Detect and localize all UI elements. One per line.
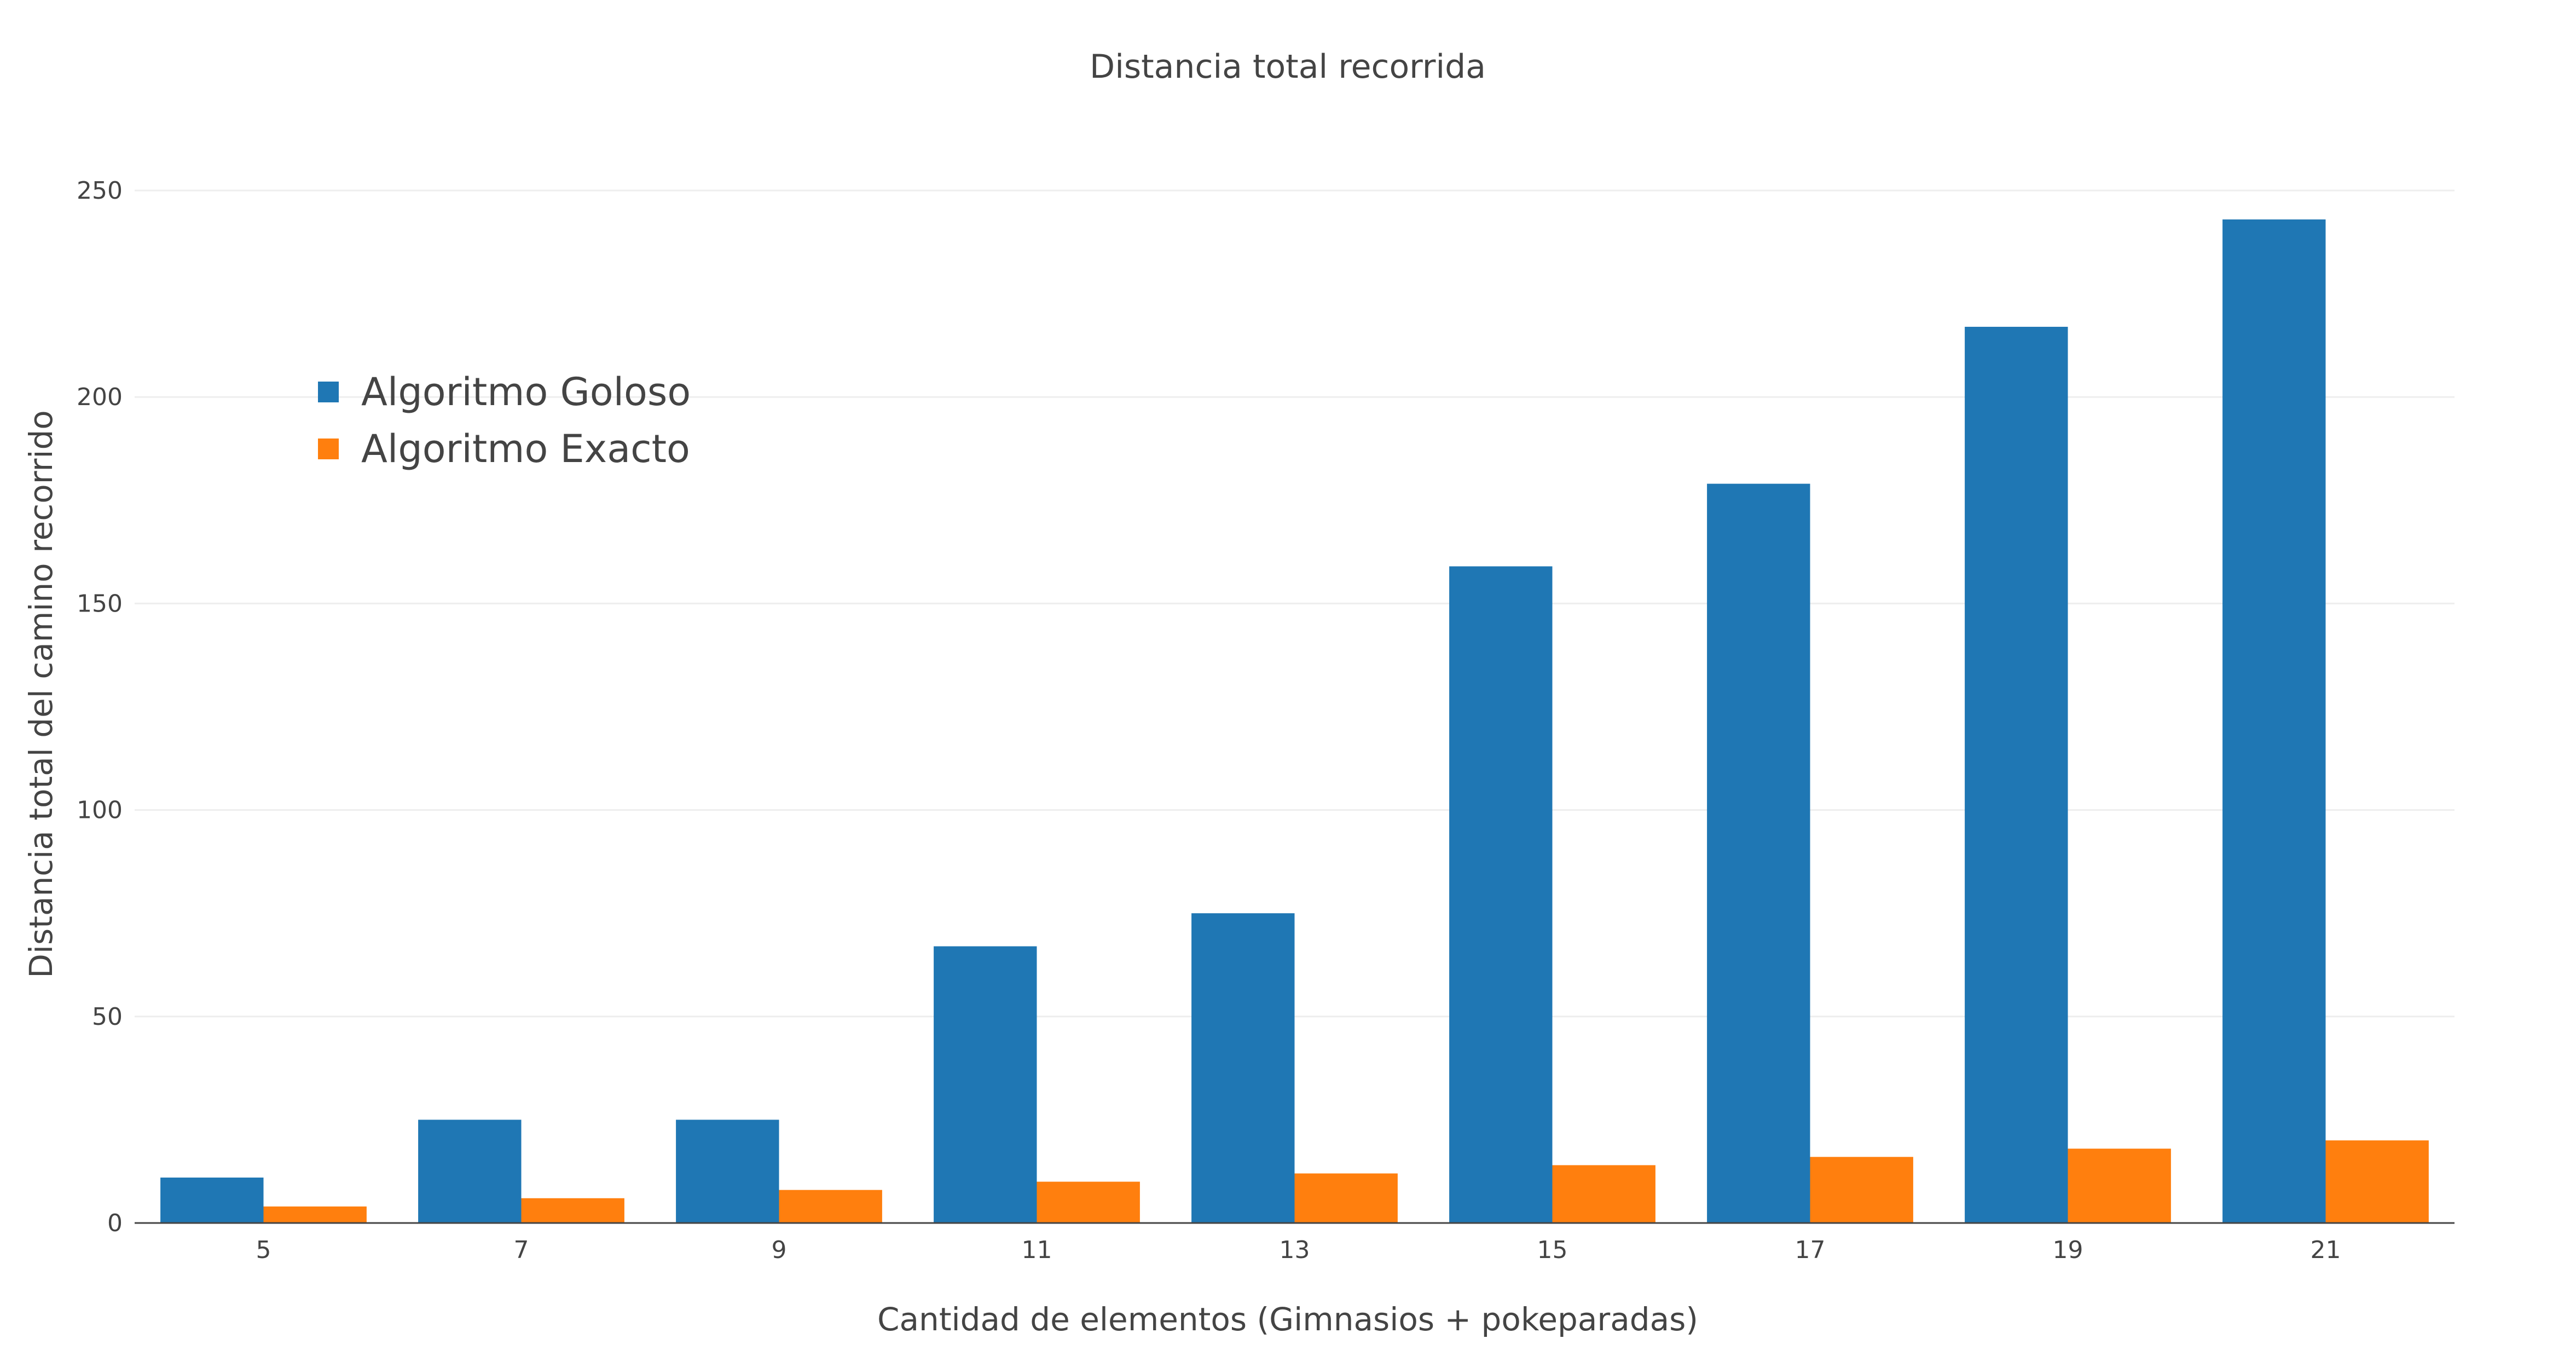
legend-label-goloso: Algoritmo Goloso	[361, 370, 691, 414]
bar-goloso-17	[1707, 483, 1810, 1223]
bar-exacto-13	[1294, 1173, 1398, 1223]
bar-exacto-21	[2325, 1140, 2429, 1223]
y-tick-label: 100	[77, 797, 123, 824]
bar-goloso-19	[1965, 326, 2068, 1223]
legend-swatch-goloso	[318, 382, 339, 402]
x-tick-labels: 5 7 9 11 13 15 17 19 21	[256, 1236, 2341, 1264]
gridlines	[135, 189, 2455, 1018]
bar-goloso-15	[1449, 566, 1553, 1223]
legend: Algoritmo Goloso Algoritmo Exacto	[318, 370, 691, 471]
x-tick-label: 17	[1795, 1236, 1826, 1264]
y-tick-labels: 0 50 100 150 200 250	[77, 177, 123, 1237]
x-tick-label: 13	[1280, 1236, 1310, 1264]
bar-goloso-5	[160, 1178, 264, 1223]
y-tick-label: 150	[77, 590, 123, 618]
bar-goloso-9	[676, 1120, 779, 1223]
bar-exacto-7	[521, 1198, 624, 1223]
x-tick-label: 21	[2311, 1236, 2341, 1264]
chart-title: Distancia total recorrida	[1090, 48, 1486, 86]
x-tick-label: 7	[514, 1236, 529, 1264]
y-tick-label: 50	[92, 1003, 123, 1031]
bar-exacto-19	[2068, 1149, 2171, 1223]
y-tick-label: 200	[77, 383, 123, 411]
x-tick-label: 9	[772, 1236, 787, 1264]
bar-goloso-11	[934, 946, 1037, 1223]
y-tick-label: 250	[77, 177, 123, 205]
bar-goloso-7	[418, 1120, 522, 1223]
x-tick-label: 19	[2053, 1236, 2083, 1264]
bar-exacto-11	[1037, 1181, 1140, 1223]
y-axis-title: Distancia total del camino recorrido	[22, 410, 60, 978]
bar-exacto-17	[1810, 1157, 1913, 1223]
bars	[160, 219, 2429, 1224]
x-tick-label: 5	[256, 1236, 271, 1264]
bar-exacto-5	[263, 1206, 367, 1223]
legend-swatch-exacto	[318, 439, 339, 459]
y-tick-label: 0	[107, 1209, 123, 1237]
x-tick-label: 11	[1022, 1236, 1052, 1264]
bar-goloso-21	[2222, 219, 2326, 1224]
bar-goloso-13	[1191, 913, 1295, 1223]
x-tick-label: 15	[1537, 1236, 1568, 1264]
bar-exacto-9	[779, 1190, 882, 1223]
legend-label-exacto: Algoritmo Exacto	[361, 426, 690, 471]
x-axis-title: Cantidad de elementos (Gimnasios + pokep…	[877, 1301, 1698, 1338]
bar-exacto-15	[1552, 1165, 1655, 1223]
